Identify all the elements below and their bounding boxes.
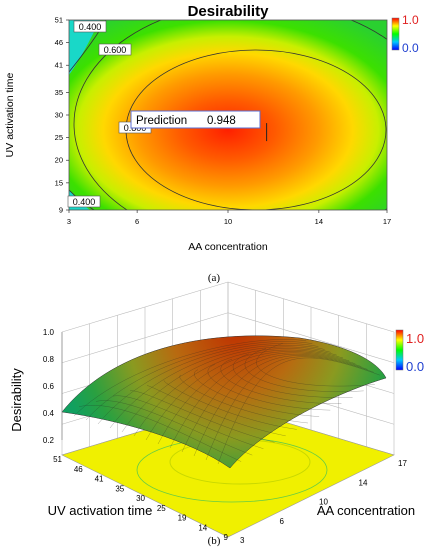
prediction-annotation: Prediction 0.948 [130,110,268,142]
uv-tick-label: 35 [115,484,124,493]
z-ticks: 1.0 0.8 0.6 0.4 0.2 [43,328,55,445]
uv-tick-label: 19 [178,514,187,523]
contour-label: 0.600 [98,43,132,56]
x-axis-label: AA concentration [188,241,268,253]
contour-label: 0.400 [67,195,101,208]
contour-label: 0.400 [73,20,107,33]
caption-a: (a) [208,272,221,284]
uv-tick-label: 51 [53,455,62,464]
y-tick-label: 30 [55,111,63,120]
y-ticks: 9 15 20 25 30 35 41 46 51 [55,16,69,215]
aa-tick-label: 6 [280,517,285,526]
y-tick-label: 9 [59,206,63,215]
z-tick-label: 0.6 [43,382,55,391]
aa-tick-label: 10 [319,498,328,507]
y-axis-label: UV activation time [4,73,16,158]
uv-ticks: 51 46 41 35 30 25 19 14 9 [53,455,228,542]
y-tick-label: 15 [55,178,63,187]
svg-text:0.400: 0.400 [79,22,102,32]
x-tick-label: 3 [67,217,71,226]
colorbar: 1.0 0.0 [391,13,419,55]
svg-text:0.400: 0.400 [73,197,96,207]
chart-title: Desirability [188,3,270,20]
uv-tick-label: 14 [198,523,207,532]
z-axis-label: Desirability [9,368,24,432]
uv-tick-label: 41 [95,475,104,484]
uv-axis-label: UV activation time [48,503,153,518]
uv-tick-label: 46 [74,465,83,474]
x-ticks: 3 6 10 14 17 [67,210,391,226]
z-tick-label: 0.8 [43,355,55,364]
svg-text:0.0: 0.0 [402,41,419,55]
aa-tick-label: 14 [359,478,368,487]
y-tick-label: 20 [55,156,63,165]
z-tick-label: 0.2 [43,436,55,445]
y-tick-label: 35 [55,88,63,97]
surface-plot [61,281,395,538]
z-tick-label: 0.4 [43,409,55,418]
aa-axis-label: AA concentration [317,503,415,518]
x-tick-label: 6 [135,217,139,226]
caption-b: (b) [208,535,221,547]
z-tick-label: 1.0 [43,328,55,337]
y-tick-label: 41 [55,61,63,70]
svg-text:1.0: 1.0 [406,331,424,346]
svg-text:0.600: 0.600 [104,45,127,55]
y-tick-label: 46 [55,38,63,47]
x-tick-label: 17 [383,217,391,226]
aa-tick-label: 17 [398,459,407,468]
aa-tick-label: 3 [240,536,245,545]
uv-tick-label: 25 [157,504,166,513]
uv-tick-label: 30 [136,494,145,503]
prediction-label: Prediction [136,115,187,127]
aa-ticks: 3 6 10 14 17 [240,459,407,545]
svg-text:0.0: 0.0 [406,359,424,374]
x-tick-label: 14 [315,217,323,226]
prediction-value: 0.948 [207,115,236,127]
colorbar: 1.0 0.0 [395,329,424,374]
svg-text:1.0: 1.0 [402,13,419,27]
y-tick-label: 25 [55,133,63,142]
x-tick-label: 10 [224,217,232,226]
y-tick-label: 51 [55,16,63,25]
uv-tick-label: 9 [224,533,229,542]
